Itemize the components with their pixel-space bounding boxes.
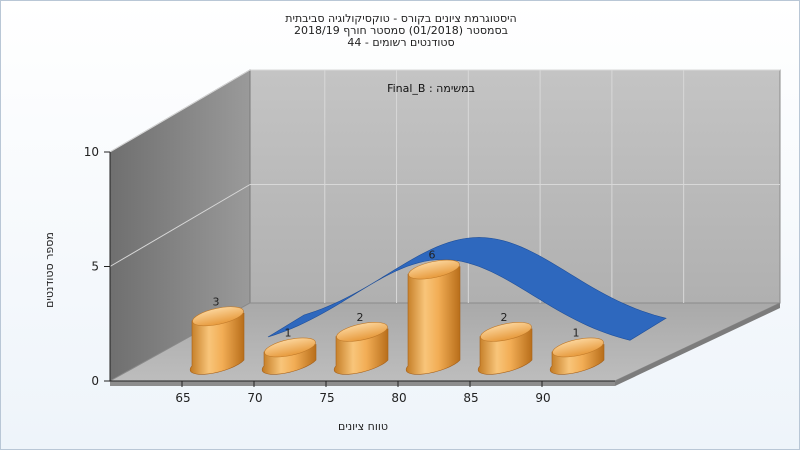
bar-top	[336, 322, 388, 342]
bar-65: 3	[189, 295, 245, 375]
chart-subtitle: במשימה : Final_B	[387, 82, 475, 95]
bars-group: 3 1 2 6 2 1	[189, 249, 605, 375]
y-axis-title: מספר סטודנטים	[43, 232, 56, 308]
bar-80: 6	[405, 249, 461, 375]
bar-value-label: 1	[285, 326, 292, 339]
bar-75: 2	[333, 311, 389, 375]
bar-body	[405, 266, 461, 375]
bar-value-label: 6	[429, 249, 436, 262]
chart-title-line-2: בסמסטר (01/2018) סמסטר חורף 2018/19	[294, 24, 508, 37]
x-axis-ticks: 65 70 75 80 85 90	[175, 381, 551, 405]
y-tick-label: 10	[84, 145, 99, 159]
y-axis-ticks: 0 5 10	[84, 145, 110, 388]
bar-value-label: 2	[501, 311, 508, 324]
bar-body	[189, 312, 245, 375]
chart-title-line-1: היסטוגרמת ציונים בקורס - טוקסיקולוגיה סב…	[285, 12, 517, 25]
bar-top	[408, 259, 460, 280]
bar-85: 2	[477, 311, 533, 375]
curve-ribbon	[267, 237, 667, 341]
distribution-curve	[267, 237, 667, 341]
x-tick-label: 75	[319, 391, 334, 405]
chart-title-line-3: סטודנטים רשומים - 44	[347, 36, 455, 49]
bar-top	[552, 337, 604, 358]
floor-front-edge	[110, 381, 615, 386]
x-axis-title: טווח ציונים	[338, 420, 388, 433]
grid-line-left	[109, 69, 251, 153]
bar-90: 1	[549, 326, 605, 375]
x-tick-label: 80	[391, 391, 406, 405]
floor-right-edge	[615, 303, 780, 386]
grid-line-left	[109, 184, 251, 267]
y-tick-label: 5	[91, 260, 99, 274]
bar-value-label: 2	[357, 311, 364, 324]
grid-lines	[109, 69, 780, 303]
x-tick-label: 90	[535, 391, 550, 405]
bar-top	[480, 322, 532, 342]
x-tick-label: 85	[463, 391, 478, 405]
x-tick-label: 65	[175, 391, 190, 405]
bar-value-label: 1	[573, 326, 580, 339]
bar-value-label: 3	[213, 295, 220, 308]
x-tick-label: 70	[247, 391, 262, 405]
bar-top	[192, 306, 244, 327]
bar-top	[264, 337, 316, 358]
bar-70: 1	[261, 326, 317, 375]
y-tick-label: 0	[91, 374, 99, 388]
